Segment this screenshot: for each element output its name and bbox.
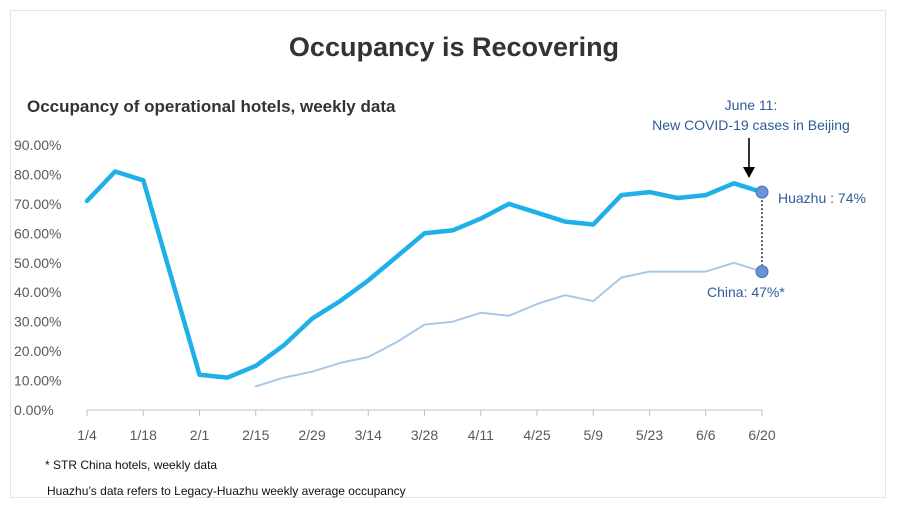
x-tick-label: 5/23 xyxy=(636,427,663,443)
y-tick-label: 80.00% xyxy=(14,166,61,182)
x-tick-label: 3/28 xyxy=(411,427,438,443)
event-annotation: June 11: New COVID-19 cases in Beijing xyxy=(652,97,850,178)
x-tick-label: 1/4 xyxy=(77,427,97,443)
y-tick-label: 70.00% xyxy=(14,196,61,212)
x-tick-label: 4/25 xyxy=(523,427,550,443)
occupancy-chart: Occupancy is Recovering Occupancy of ope… xyxy=(14,32,866,498)
y-tick-label: 50.00% xyxy=(14,255,61,271)
x-tick-label: 1/18 xyxy=(130,427,157,443)
y-tick-label: 40.00% xyxy=(14,284,61,300)
footnote-huazhu: Huazhu’s data refers to Legacy-Huazhu we… xyxy=(47,484,406,498)
y-axis-ticks: 0.00% 10.00% 20.00% 30.00% 40.00% 50.00% 60.00… xyxy=(14,137,61,418)
end-point-marker-china xyxy=(755,265,769,279)
series-line-china xyxy=(254,261,763,388)
event-annotation-line2: New COVID-19 cases in Beijing xyxy=(652,117,850,133)
chart-subtitle: Occupancy of operational hotels, weekly … xyxy=(27,97,396,116)
y-tick-label: 0.00% xyxy=(14,402,54,418)
china-end-label: China: 47%* xyxy=(707,284,785,300)
event-annotation-line1: June 11: xyxy=(725,97,778,113)
y-tick-label: 30.00% xyxy=(14,314,61,330)
x-tick-label: 3/14 xyxy=(355,427,382,443)
series-line-huazhu xyxy=(84,169,765,380)
series-layer xyxy=(84,169,769,388)
x-tick-label: 6/6 xyxy=(696,427,716,443)
event-arrow-head xyxy=(743,167,755,178)
x-tick-label: 2/15 xyxy=(242,427,269,443)
y-tick-label: 10.00% xyxy=(14,373,61,389)
x-tick-label: 4/11 xyxy=(468,427,494,443)
y-tick-label: 20.00% xyxy=(14,343,61,359)
footnote-str: * STR China hotels, weekly data xyxy=(45,458,217,472)
y-tick-label: 60.00% xyxy=(14,225,61,241)
x-tick-label: 5/9 xyxy=(584,427,604,443)
x-axis: 1/4 1/18 2/1 2/15 2/29 3/14 3/28 4/11 4/25 5/9 5/2… xyxy=(77,409,776,443)
x-tick-label: 6/20 xyxy=(748,427,775,443)
huazhu-end-label: Huazhu : 74% xyxy=(778,190,866,206)
chart-title: Occupancy is Recovering xyxy=(289,32,619,62)
x-tick-label: 2/1 xyxy=(190,427,210,443)
x-tick-label: 2/29 xyxy=(298,427,325,443)
slide-frame: Occupancy is Recovering Occupancy of ope… xyxy=(10,10,886,498)
end-point-marker-huazhu xyxy=(755,185,769,199)
y-tick-label: 90.00% xyxy=(14,137,61,153)
